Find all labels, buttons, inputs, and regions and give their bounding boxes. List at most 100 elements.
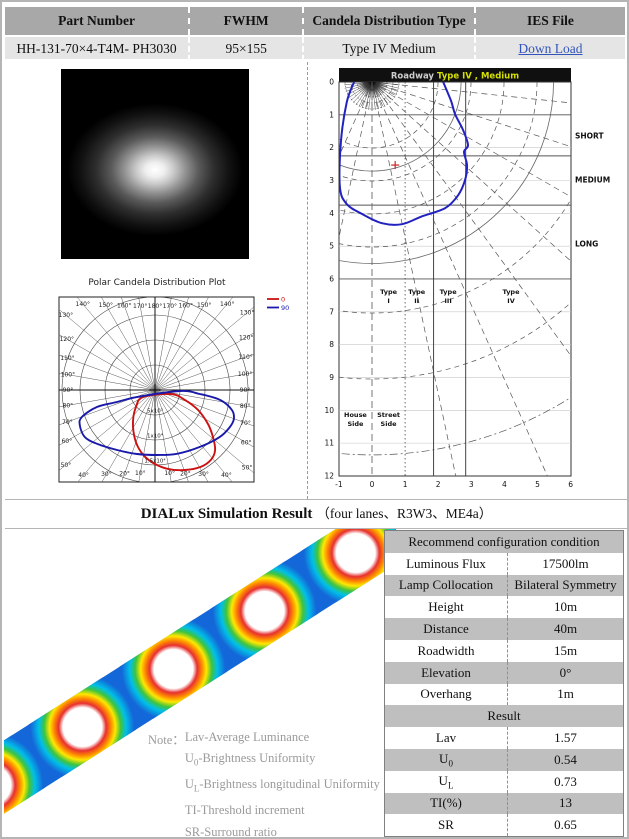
svg-text:40°: 40° bbox=[221, 472, 232, 479]
svg-text:6: 6 bbox=[329, 274, 334, 283]
svg-text:100°: 100° bbox=[238, 371, 252, 378]
svg-text:5x10³: 5x10³ bbox=[147, 408, 163, 415]
dialux-simulation-strip bbox=[4, 529, 396, 833]
part-number-value: HH-131-70×4-T4M- PH3030 bbox=[5, 36, 190, 61]
svg-text:2: 2 bbox=[329, 143, 334, 152]
polar-candela-chart: 10° 10° 20° 20° 30° 30° 40° 40° 50° 50° 60° 60° 70° 7… bbox=[58, 296, 289, 483]
config-row: Luminous Flux 17500lm bbox=[385, 552, 624, 575]
svg-text:7: 7 bbox=[329, 307, 334, 316]
svg-text:MEDIUM: MEDIUM bbox=[575, 176, 610, 185]
svg-text:6: 6 bbox=[568, 480, 573, 489]
svg-text:5: 5 bbox=[329, 242, 334, 251]
svg-text:90: 90 bbox=[281, 304, 289, 312]
svg-text:90°: 90° bbox=[63, 387, 74, 394]
svg-text:1x10⁴: 1x10⁴ bbox=[147, 433, 164, 440]
dialux-header: DIALux Simulation Result （four lanes、R3W… bbox=[5, 500, 627, 529]
svg-text:20°: 20° bbox=[119, 471, 130, 478]
note-line: UL-Brightness longitudinal Uniformity bbox=[184, 777, 380, 794]
svg-text:11: 11 bbox=[324, 439, 334, 448]
svg-text:30°: 30° bbox=[198, 471, 209, 478]
svg-text:60°: 60° bbox=[241, 440, 252, 447]
svg-text:8: 8 bbox=[329, 340, 334, 349]
ies-file-cell: Down Load bbox=[473, 36, 625, 61]
config-row: Roadwidth 15m bbox=[385, 639, 624, 662]
svg-text:0: 0 bbox=[329, 78, 334, 87]
svg-text:2: 2 bbox=[436, 480, 441, 489]
svg-text:100°: 100° bbox=[61, 372, 75, 379]
svg-text:60°: 60° bbox=[61, 438, 72, 445]
config-row: Elevation 0° bbox=[384, 661, 624, 684]
svg-text:1.5x10⁴: 1.5x10⁴ bbox=[144, 458, 166, 465]
section-divider bbox=[307, 62, 308, 499]
svg-text:50°: 50° bbox=[61, 462, 72, 469]
note-prefix: Note： bbox=[148, 733, 185, 747]
config-row: Height 10m bbox=[385, 596, 624, 619]
svg-text:170°: 170° bbox=[133, 303, 147, 310]
config-row: UL 0.73 bbox=[385, 770, 624, 793]
svg-text:10: 10 bbox=[324, 406, 334, 415]
svg-text:140°: 140° bbox=[220, 301, 234, 308]
svg-text:50°: 50° bbox=[242, 464, 253, 471]
svg-text:9: 9 bbox=[329, 373, 334, 382]
svg-text:120°: 120° bbox=[60, 336, 74, 343]
svg-text:5: 5 bbox=[535, 480, 540, 489]
col-part-number: Part Number bbox=[5, 7, 190, 37]
config-section-header: Recommend configuration condition bbox=[384, 530, 624, 553]
svg-text:170°: 170° bbox=[163, 303, 177, 310]
config-section-header: Result bbox=[384, 705, 624, 728]
svg-text:80°: 80° bbox=[240, 403, 251, 410]
svg-text:80°: 80° bbox=[63, 402, 74, 409]
roadway-classification-chart: Roadway Type IV , Medium0123456789101112… bbox=[324, 68, 610, 489]
fwhm-value: 95×155 bbox=[188, 36, 304, 61]
spec-value-row: HH-131-70×4-T4M- PH3030 95×155 Type IV M… bbox=[5, 36, 625, 61]
config-row: Lav 1.57 bbox=[385, 727, 624, 749]
note-line: Lav-Average Luminance bbox=[184, 730, 310, 744]
polar-plot-caption: Polar Candela Distribution Plot bbox=[88, 278, 226, 288]
svg-text:12: 12 bbox=[324, 471, 334, 480]
svg-text:40°: 40° bbox=[78, 472, 89, 479]
col-distribution-type: Candela Distribution Type bbox=[302, 7, 475, 37]
config-row: TI(%) 13 bbox=[384, 792, 624, 815]
col-ies-file: IES File bbox=[473, 7, 625, 37]
config-row: U0 0.54 bbox=[384, 748, 624, 771]
svg-text:SHORT: SHORT bbox=[575, 132, 604, 141]
svg-text:0: 0 bbox=[281, 296, 285, 304]
svg-text:10°: 10° bbox=[164, 470, 175, 477]
col-fwhm: FWHM bbox=[188, 7, 304, 37]
svg-text:10°: 10° bbox=[135, 470, 146, 477]
note-lines: Lav-Average Luminance U0-Brightness Unifo… bbox=[184, 729, 380, 837]
dialux-title: DIALux Simulation Result bbox=[140, 506, 313, 522]
svg-text:20°: 20° bbox=[180, 471, 191, 478]
svg-text:110°: 110° bbox=[238, 354, 252, 361]
svg-text:1: 1 bbox=[329, 110, 334, 119]
note-line: U0-Brightness Uniformity bbox=[184, 751, 316, 768]
note-line: TI-Threshold increment bbox=[184, 803, 305, 817]
svg-text:3: 3 bbox=[329, 176, 334, 185]
dialux-subtitle: （four lanes、R3W3、ME4a） bbox=[316, 506, 493, 521]
config-row: Overhang 1m bbox=[385, 683, 624, 706]
svg-text:180°: 180° bbox=[148, 303, 162, 310]
svg-text:70°: 70° bbox=[62, 419, 73, 426]
svg-text:150°: 150° bbox=[99, 302, 113, 309]
svg-text:Roadway Type IV , Medium: Roadway Type IV , Medium bbox=[391, 72, 519, 82]
config-row: Distance 40m bbox=[384, 618, 624, 640]
spec-header-row: Part Number FWHM Candela Distribution Ty… bbox=[5, 7, 625, 37]
svg-text:LONG: LONG bbox=[575, 240, 598, 249]
svg-text:30°: 30° bbox=[101, 471, 112, 478]
svg-text:3: 3 bbox=[469, 480, 474, 489]
beam-intensity-image bbox=[61, 69, 249, 259]
svg-text:0: 0 bbox=[370, 480, 375, 489]
ies-download-link[interactable]: Down Load bbox=[518, 41, 583, 56]
svg-text:130°: 130° bbox=[59, 312, 73, 319]
note-block: Note： Lav-Average Luminance U0-Brightness… bbox=[148, 729, 380, 837]
svg-text:70°: 70° bbox=[240, 420, 251, 427]
svg-text:120°: 120° bbox=[239, 334, 253, 341]
svg-text:110°: 110° bbox=[60, 355, 74, 362]
